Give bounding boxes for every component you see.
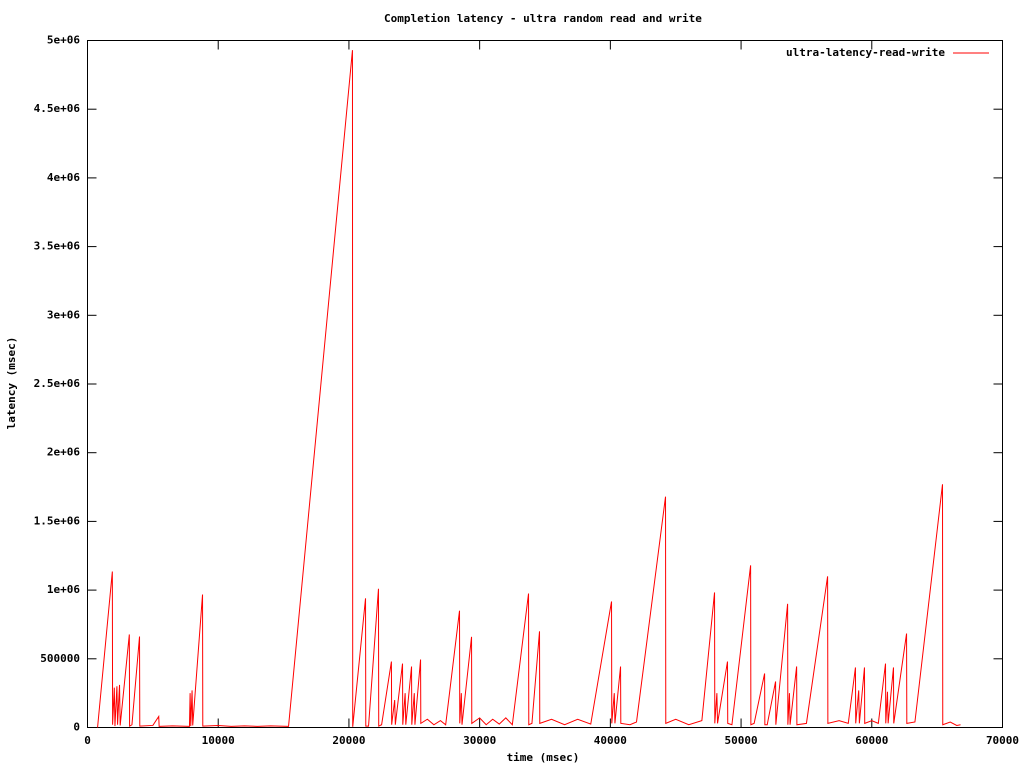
legend-label: ultra-latency-read-write bbox=[786, 46, 945, 59]
y-tick-label: 4e+06 bbox=[47, 171, 80, 184]
chart-title: Completion latency - ultra random read a… bbox=[384, 12, 702, 25]
x-tick-label: 70000 bbox=[986, 734, 1019, 747]
y-axis-label: latency (msec) bbox=[5, 337, 18, 430]
y-tick-label: 1e+06 bbox=[47, 583, 80, 596]
y-tick-label: 2e+06 bbox=[47, 446, 80, 459]
y-tick-label: 0 bbox=[73, 721, 80, 734]
x-tick-label: 60000 bbox=[855, 734, 888, 747]
x-tick-label: 50000 bbox=[725, 734, 758, 747]
data-line bbox=[97, 50, 961, 728]
x-tick-label: 20000 bbox=[332, 734, 365, 747]
x-axis-label: time (msec) bbox=[507, 751, 580, 764]
plot-border bbox=[87, 40, 1003, 728]
y-tick-label: 500000 bbox=[40, 652, 80, 665]
x-tick-label: 40000 bbox=[594, 734, 627, 747]
x-tick-label: 30000 bbox=[463, 734, 496, 747]
y-tick-label: 3.5e+06 bbox=[34, 240, 81, 253]
x-tick-label: 0 bbox=[84, 734, 91, 747]
y-tick-label: 1.5e+06 bbox=[34, 514, 81, 527]
y-tick-label: 4.5e+06 bbox=[34, 102, 81, 115]
y-tick-label: 5e+06 bbox=[47, 34, 80, 47]
y-tick-label: 3e+06 bbox=[47, 308, 80, 321]
x-tick-label: 10000 bbox=[202, 734, 235, 747]
y-tick-label: 2.5e+06 bbox=[34, 377, 81, 390]
